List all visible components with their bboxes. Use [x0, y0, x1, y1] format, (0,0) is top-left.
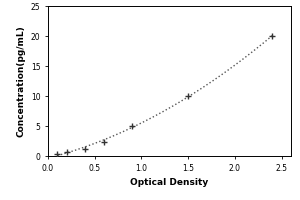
Y-axis label: Concentration(pg/mL): Concentration(pg/mL)	[16, 25, 25, 137]
X-axis label: Optical Density: Optical Density	[130, 178, 208, 187]
